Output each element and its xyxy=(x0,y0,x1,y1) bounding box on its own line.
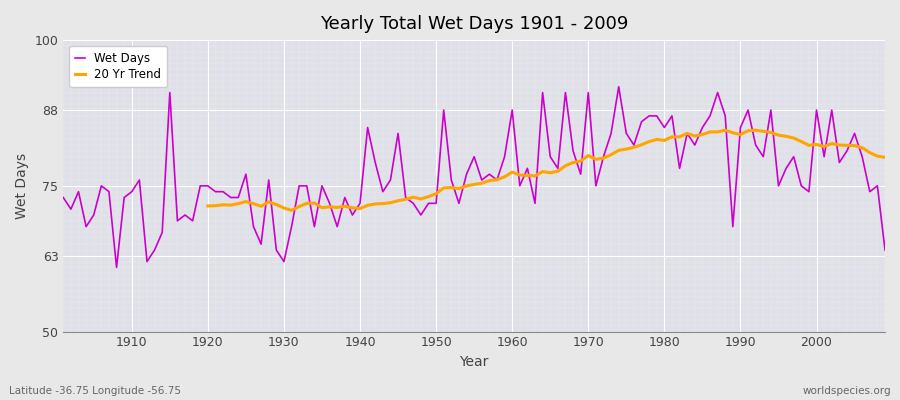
Text: Latitude -36.75 Longitude -56.75: Latitude -36.75 Longitude -56.75 xyxy=(9,386,181,396)
20 Yr Trend xyxy=(864,150,875,155)
20 Yr Trend xyxy=(202,204,213,208)
Y-axis label: Wet Days: Wet Days xyxy=(15,153,29,219)
20 Yr Trend xyxy=(720,128,731,132)
20 Yr Trend xyxy=(682,131,693,136)
Wet Days xyxy=(507,108,517,112)
Line: 20 Yr Trend: 20 Yr Trend xyxy=(208,130,885,210)
Title: Yearly Total Wet Days 1901 - 2009: Yearly Total Wet Days 1901 - 2009 xyxy=(320,15,628,33)
Wet Days xyxy=(606,131,616,136)
20 Yr Trend xyxy=(286,208,297,213)
Wet Days xyxy=(613,84,624,89)
Legend: Wet Days, 20 Yr Trend: Wet Days, 20 Yr Trend xyxy=(69,46,166,87)
Wet Days xyxy=(515,184,526,188)
X-axis label: Year: Year xyxy=(460,355,489,369)
Wet Days xyxy=(58,195,68,200)
20 Yr Trend xyxy=(302,201,312,206)
20 Yr Trend xyxy=(796,139,806,144)
Line: Wet Days: Wet Days xyxy=(63,87,885,268)
20 Yr Trend xyxy=(879,155,890,160)
Wet Days xyxy=(879,248,890,252)
Wet Days xyxy=(339,195,350,200)
Wet Days xyxy=(293,184,304,188)
20 Yr Trend xyxy=(416,196,427,201)
Wet Days xyxy=(112,265,122,270)
Wet Days xyxy=(126,189,137,194)
20 Yr Trend xyxy=(780,134,791,139)
Text: worldspecies.org: worldspecies.org xyxy=(803,386,891,396)
